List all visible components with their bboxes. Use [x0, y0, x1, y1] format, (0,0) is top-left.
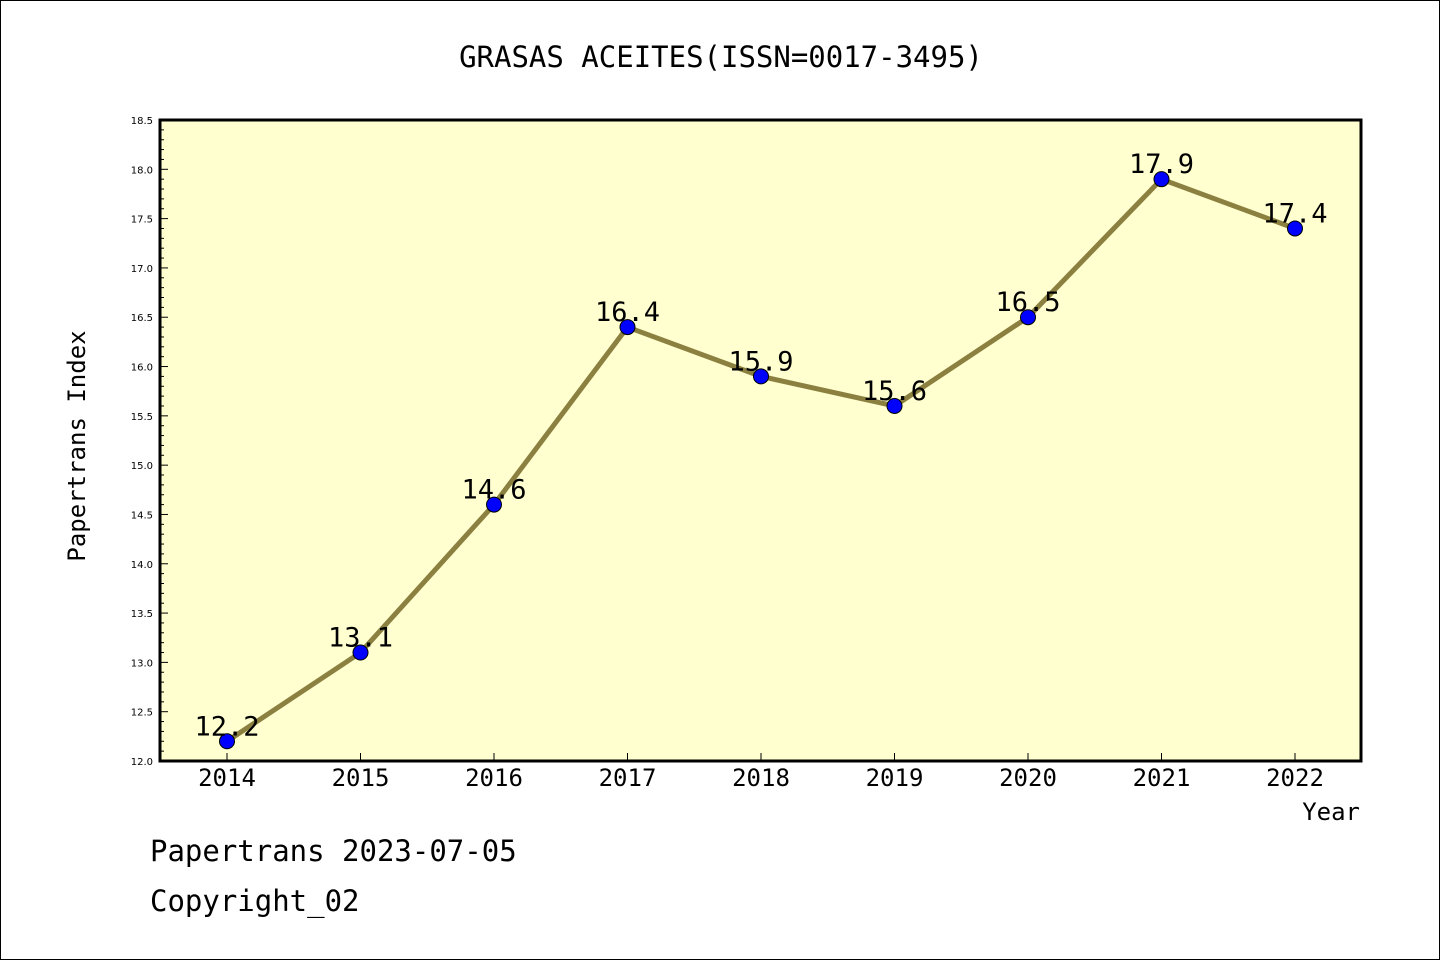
- y-tick-label: 12.0: [131, 757, 153, 768]
- y-tick-label: 16.0: [131, 363, 153, 374]
- footer-date: Papertrans 2023-07-05: [150, 834, 517, 868]
- data-label: 13.1: [328, 623, 393, 654]
- y-tick-label: 14.0: [131, 560, 153, 571]
- data-label: 15.6: [862, 376, 927, 407]
- x-tick-label: 2020: [999, 764, 1057, 792]
- y-tick-label: 14.5: [131, 510, 153, 521]
- x-axis-label: Year: [1302, 798, 1360, 826]
- data-label: 12.2: [194, 711, 259, 742]
- x-tick-label: 2017: [599, 764, 657, 792]
- y-tick-label: 13.0: [131, 658, 153, 669]
- y-tick-label: 15.0: [131, 461, 153, 472]
- data-point: [1287, 220, 1303, 237]
- data-point: [1020, 309, 1036, 326]
- y-tick-label: 12.5: [131, 708, 153, 719]
- data-point: [219, 733, 235, 750]
- footer-copyright: Copyright_02: [150, 884, 360, 918]
- data-point: [352, 644, 369, 661]
- x-axis: 2014 2015 2016 2017 2018 2019 2020 2021 2022: [198, 753, 1324, 792]
- x-tick-label: 2018: [732, 764, 790, 792]
- data-label: 17.9: [1129, 149, 1194, 180]
- y-axis-label: Papertrans Index: [63, 330, 91, 561]
- data-label: 15.9: [728, 346, 793, 377]
- y-tick-label: 17.5: [131, 215, 153, 226]
- x-tick-label: 2015: [332, 764, 390, 792]
- data-point: [886, 397, 903, 414]
- chart-title: GRASAS ACEITES(ISSN=0017-3495): [459, 40, 983, 74]
- series-papertrans-index: [219, 171, 1303, 750]
- y-tick-label: 16.5: [131, 313, 153, 324]
- x-tick-label: 2022: [1266, 764, 1324, 792]
- x-tick-label: 2016: [465, 764, 523, 792]
- plot-border: [158, 118, 1363, 763]
- y-tick-label: 18.5: [131, 116, 153, 127]
- data-label: 16.4: [595, 297, 660, 328]
- data-label: 16.5: [995, 287, 1060, 318]
- data-labels: 12.2 13.1 14.6 16.4 15.9 15.6 16.5 17.9 17.4: [194, 149, 1327, 742]
- x-tick-label: 2021: [1133, 764, 1191, 792]
- y-tick-label: 17.0: [131, 264, 153, 275]
- data-point: [619, 319, 636, 336]
- x-tick-label: 2014: [198, 764, 256, 792]
- y-tick-label: 13.5: [131, 609, 153, 620]
- data-label: 14.6: [461, 475, 526, 506]
- x-tick-label: 2019: [866, 764, 924, 792]
- data-point: [486, 496, 502, 513]
- data-point: [753, 368, 769, 385]
- y-tick-label: 15.5: [131, 412, 153, 423]
- data-label: 17.4: [1262, 198, 1327, 229]
- y-tick-label: 18.0: [131, 165, 153, 176]
- data-point: [1153, 171, 1170, 188]
